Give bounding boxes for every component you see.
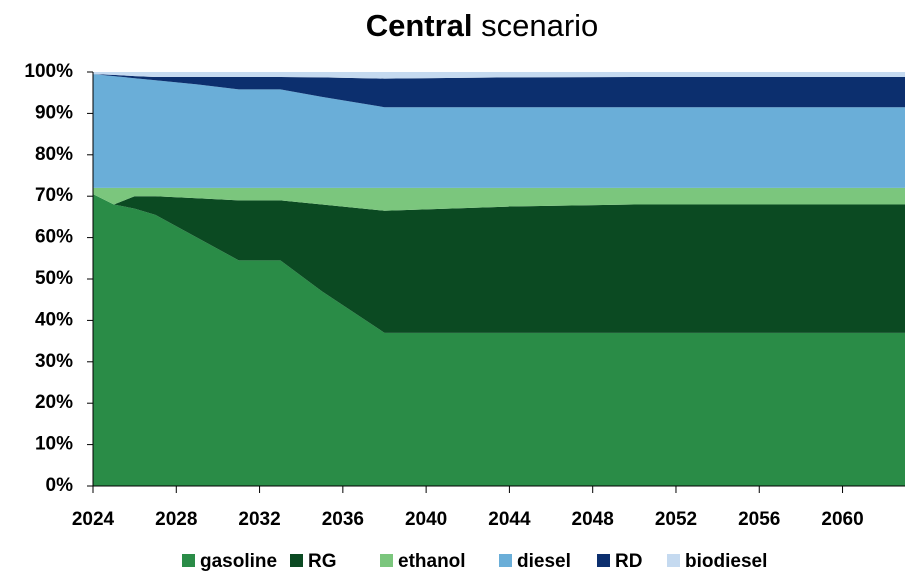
legend-swatch bbox=[667, 554, 680, 567]
legend-swatch bbox=[290, 554, 303, 567]
area bbox=[93, 72, 905, 79]
x-tick-label: 2040 bbox=[405, 509, 447, 530]
legend-label: RG bbox=[308, 551, 337, 572]
x-tick-label: 2044 bbox=[488, 509, 531, 530]
x-tick-label: 2024 bbox=[72, 509, 115, 530]
y-tick-label: 90% bbox=[35, 102, 73, 123]
y-tick-label: 0% bbox=[46, 475, 74, 496]
area bbox=[93, 194, 905, 486]
title-rest: scenario bbox=[481, 8, 598, 43]
area bbox=[93, 187, 905, 211]
y-tick-label: 100% bbox=[24, 61, 73, 82]
y-tick-label: 20% bbox=[35, 392, 73, 413]
y-tick-label: 30% bbox=[35, 351, 73, 372]
x-tick-label: 2032 bbox=[238, 509, 280, 530]
legend-swatch bbox=[597, 554, 610, 567]
legend-swatch bbox=[499, 554, 512, 567]
legend-label: diesel bbox=[517, 551, 571, 572]
title-bold: Central bbox=[366, 8, 473, 43]
x-tick-label: 2028 bbox=[155, 509, 197, 530]
chart-title: Central scenario bbox=[366, 8, 599, 43]
x-tick-label: 2056 bbox=[738, 509, 780, 530]
x-tick-label: 2048 bbox=[572, 509, 614, 530]
legend-swatch bbox=[182, 554, 195, 567]
legend-swatch bbox=[380, 554, 393, 567]
x-tick-label: 2036 bbox=[322, 509, 364, 530]
x-tick-label: 2060 bbox=[821, 509, 863, 530]
x-tick-label: 2052 bbox=[655, 509, 697, 530]
y-tick-label: 60% bbox=[35, 227, 73, 248]
legend-label: RD bbox=[615, 551, 642, 572]
area bbox=[93, 74, 905, 108]
y-tick-label: 40% bbox=[35, 309, 73, 330]
legend-label: ethanol bbox=[398, 551, 466, 572]
legend-label: biodiesel bbox=[685, 551, 767, 572]
legend-label: gasoline bbox=[200, 551, 277, 572]
y-tick-label: 80% bbox=[35, 144, 73, 165]
y-tick-label: 50% bbox=[35, 268, 73, 289]
area bbox=[93, 194, 905, 333]
area bbox=[93, 74, 905, 188]
y-tick-label: 70% bbox=[35, 185, 73, 206]
y-tick-label: 10% bbox=[35, 434, 73, 455]
